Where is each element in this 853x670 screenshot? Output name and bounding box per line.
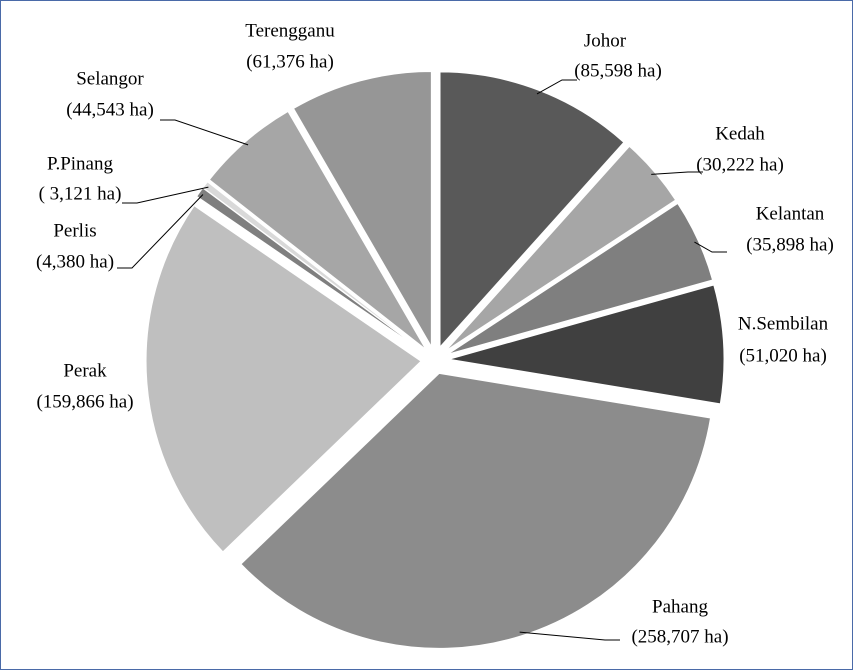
slice-label: Kelantan: [756, 203, 825, 224]
leader-line: [694, 241, 727, 253]
leader-line: [519, 631, 620, 641]
value-label: (159,866 ha): [36, 391, 133, 412]
slice-label: Perlis: [53, 220, 96, 241]
pie-slice: [145, 204, 422, 553]
pie-slice: [447, 202, 714, 355]
pie-slice: [292, 70, 432, 349]
slice-label: Selangor: [76, 68, 144, 89]
pie-slice: [208, 110, 427, 350]
value-label: (51,020 ha): [739, 345, 827, 366]
leader-line: [651, 171, 703, 175]
pie-slice: [445, 145, 677, 352]
value-label: (35,898 ha): [746, 234, 834, 255]
slice-label: Terengganu: [245, 20, 335, 41]
leader-line: [117, 194, 204, 269]
value-label: (258,707 ha): [631, 626, 728, 647]
leader-line: [536, 79, 577, 95]
value-label: (44,543 ha): [66, 99, 154, 120]
leader-line: [122, 186, 209, 204]
pie-slice: [439, 71, 625, 349]
slice-label: P.Pinang: [47, 153, 113, 174]
pie-slice: [240, 372, 712, 649]
value-label: ( 3,121 ha): [39, 183, 122, 204]
slice-label: Johor: [584, 30, 627, 51]
pie-slice: [448, 284, 725, 405]
value-label: (85,598 ha): [574, 60, 662, 81]
value-label: (61,376 ha): [246, 51, 334, 72]
leader-line: [160, 119, 249, 146]
slice-label: Perak: [63, 360, 107, 381]
slice-label: Kedah: [715, 123, 765, 144]
pie-slice: [202, 181, 425, 352]
value-label: (4,380 ha): [36, 251, 114, 272]
slice-label: Pahang: [652, 596, 708, 617]
value-label: (30,222 ha): [696, 154, 784, 175]
pie: [145, 70, 725, 649]
slice-label: N.Sembilan: [738, 313, 829, 334]
labels: Johor (85,598 ha) Kedah (30,222 ha) Kelantan…: [36, 20, 834, 647]
